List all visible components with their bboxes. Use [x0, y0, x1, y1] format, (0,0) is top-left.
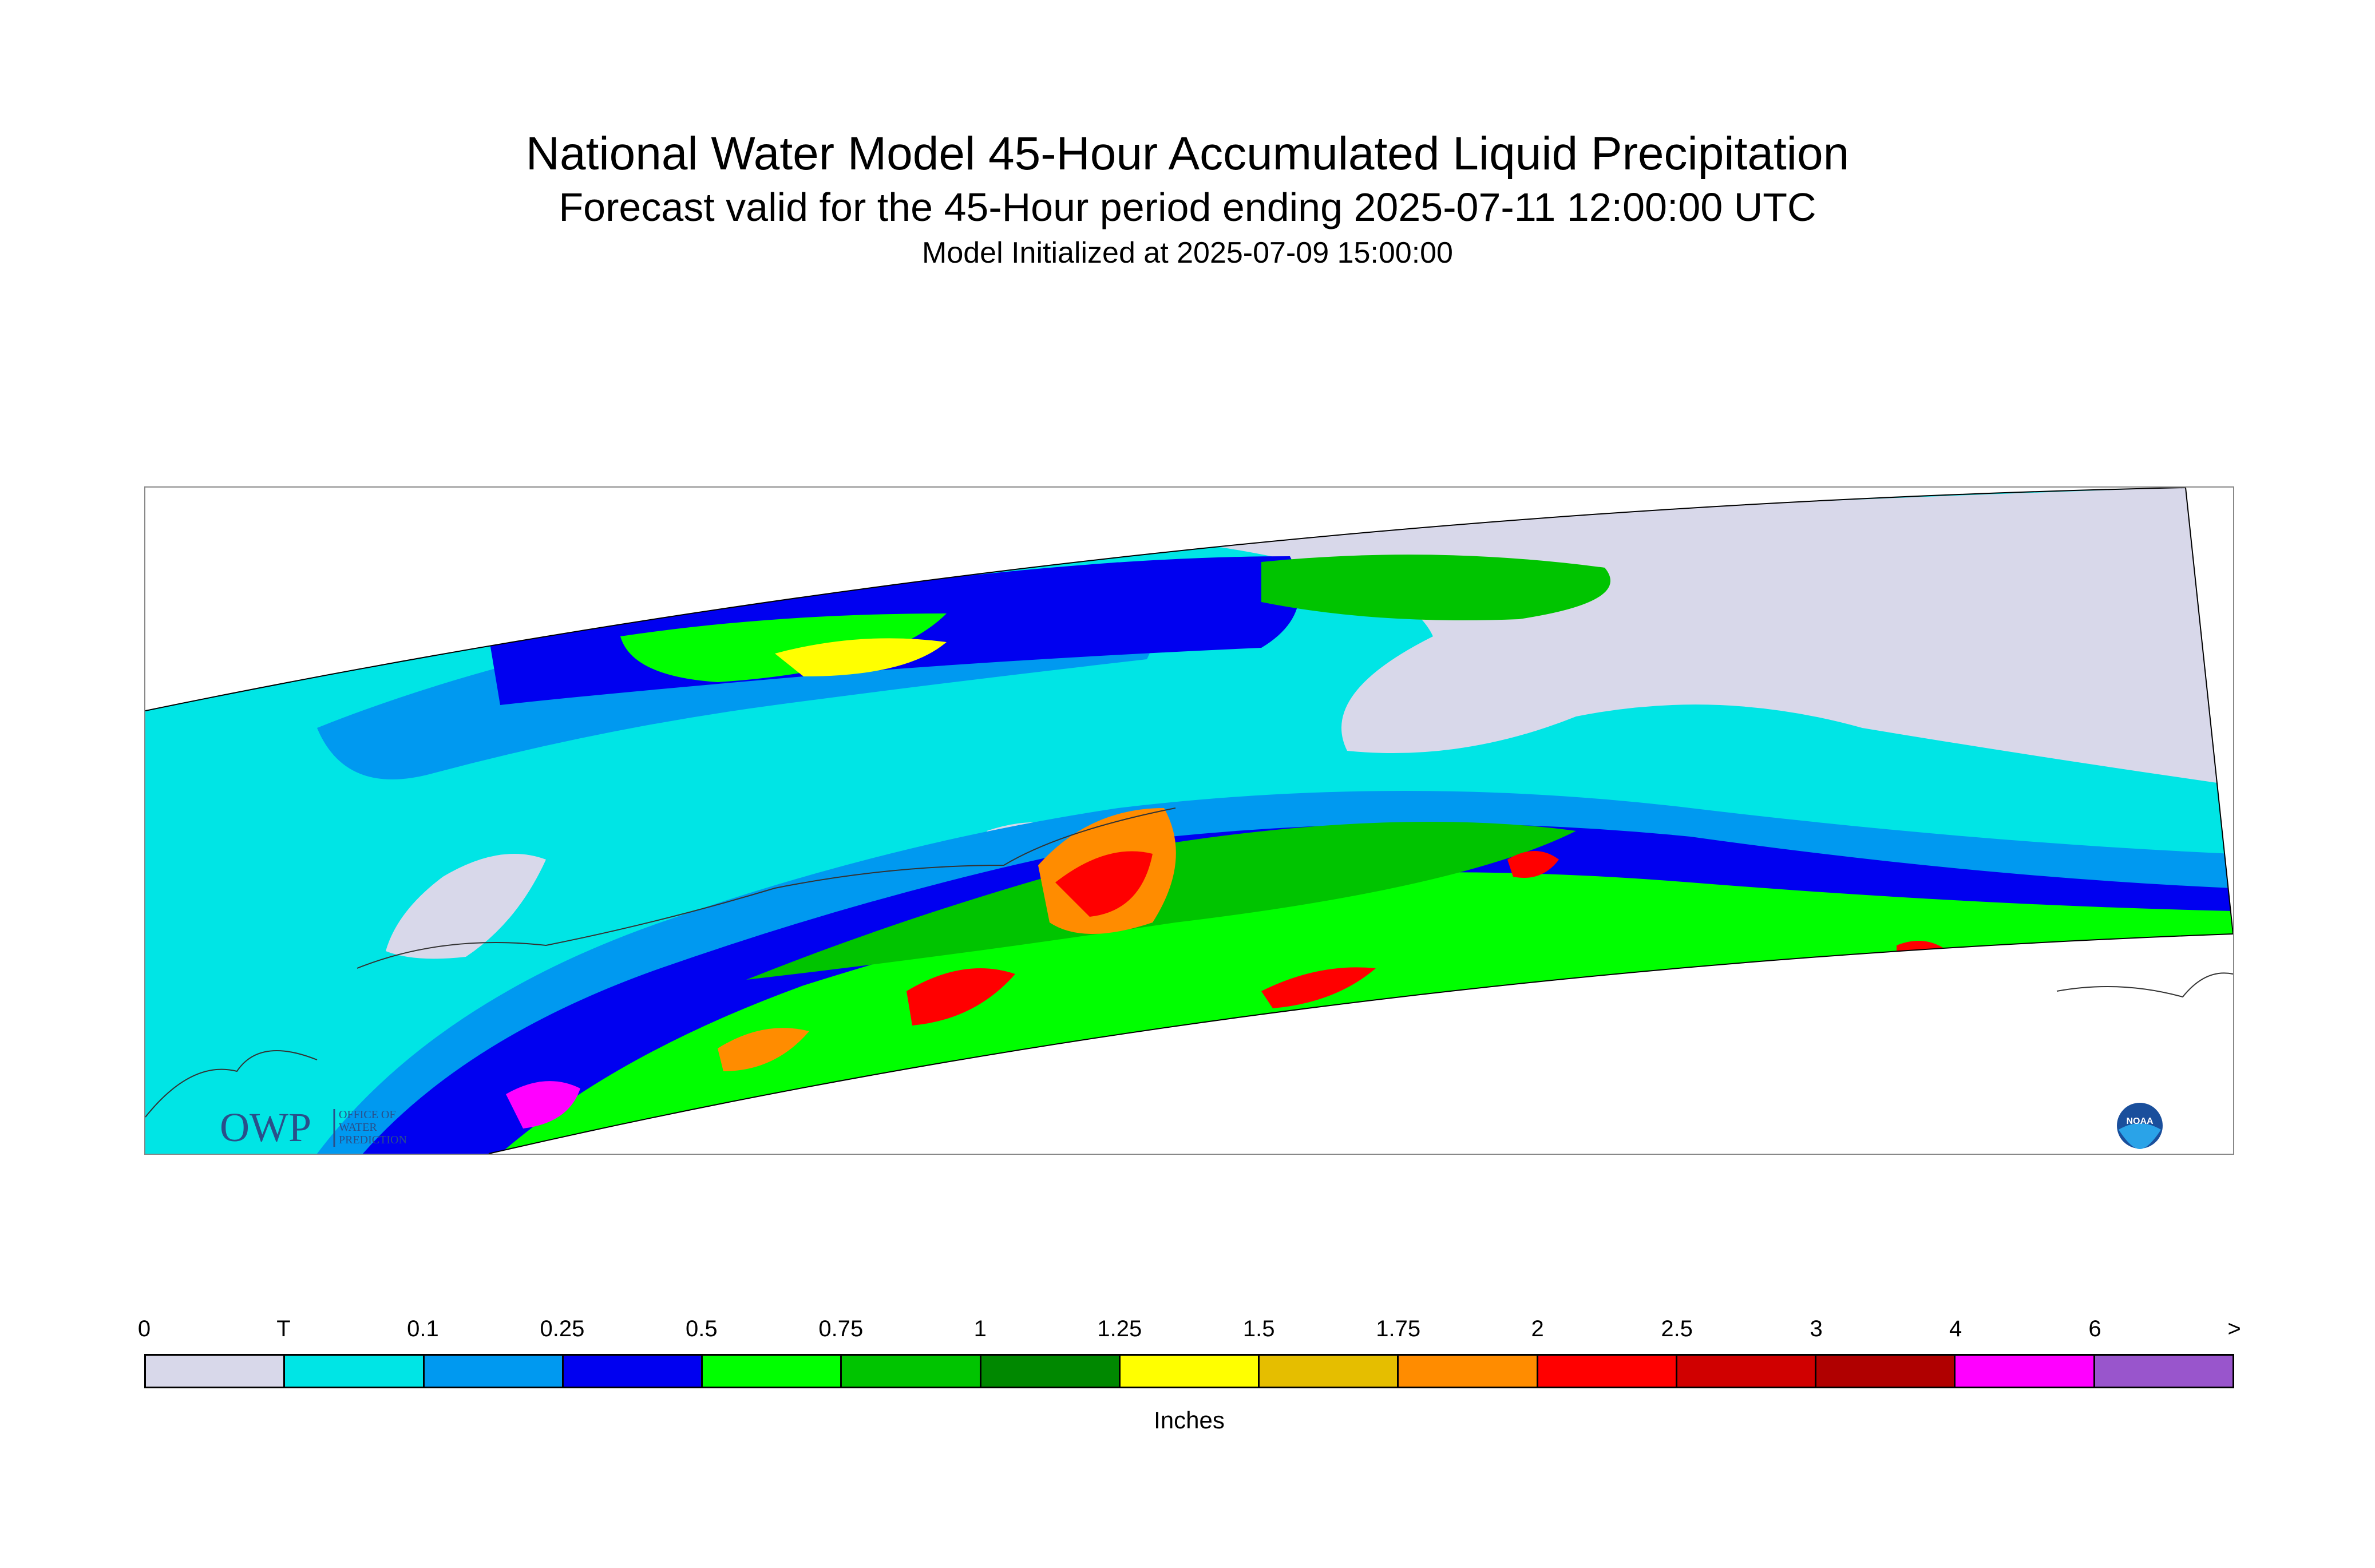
- legend-swatch: [842, 1356, 981, 1387]
- legend-swatch: [424, 1356, 564, 1387]
- owp-acronym: OWP: [220, 1106, 311, 1150]
- model-initialized-label: Model Initialized at 2025-07-09 15:00:00: [922, 236, 1453, 270]
- legend-tick-label: 2.5: [1661, 1316, 1693, 1341]
- precip-core: [1055, 851, 1153, 917]
- forecast-domain: [145, 488, 2233, 1154]
- legend-tick-label: 4: [1949, 1316, 1962, 1341]
- precipitation-field: [145, 488, 2233, 1154]
- legend-colorbar: [144, 1354, 2234, 1388]
- legend-swatch: [1538, 1356, 1677, 1387]
- legend-swatch: [563, 1356, 703, 1387]
- legend-units-label: Inches: [1154, 1407, 1225, 1434]
- owp-logo: OWP OFFICE OF WATER PREDICTION: [220, 1106, 407, 1150]
- color-legend: 0 T 0.1 0.25 0.5 0.75 1 1.25 1.5 1.75 2 2.5 3 4 6 > Inc…: [138, 1316, 2241, 1442]
- coastline: [357, 807, 1176, 969]
- legend-tick-label: 0: [137, 1316, 151, 1341]
- legend-tick-label: 1.5: [1242, 1316, 1275, 1341]
- legend-swatch: [1677, 1356, 1817, 1387]
- legend-tick-label: 0.1: [407, 1316, 439, 1341]
- noaa-logo: NOAA: [2115, 1100, 2165, 1151]
- owp-name-line: PREDICTION: [339, 1134, 407, 1146]
- legend-tick-label: 1.25: [1097, 1316, 1142, 1341]
- precip-core: [775, 638, 947, 676]
- legend-tick-label: T: [276, 1316, 291, 1341]
- precip-core: [506, 1081, 580, 1129]
- legend-tick-label: >: [2227, 1316, 2241, 1341]
- owp-name-line: WATER: [339, 1121, 377, 1134]
- legend-tick-label: 2: [1531, 1316, 1544, 1341]
- legend-tick-label: 3: [1810, 1316, 1823, 1341]
- precip-core: [718, 1028, 809, 1071]
- legend-swatch: [1956, 1356, 2095, 1387]
- precipitation-map: OWP OFFICE OF WATER PREDICTION NOAA: [144, 486, 2234, 1155]
- domain-outline: [145, 488, 2233, 1154]
- legend-tick-label: 0.5: [686, 1316, 718, 1341]
- precip-core: [1507, 851, 1559, 878]
- legend-tick-label: 0.75: [818, 1316, 864, 1341]
- precip-band: [1261, 555, 1610, 620]
- coastline: [145, 1050, 318, 1118]
- precip-core: [907, 968, 1015, 1025]
- legend-swatch: [703, 1356, 842, 1387]
- legend-tick-label: 1.75: [1376, 1316, 1421, 1341]
- legend-tick-label: 1: [973, 1316, 987, 1341]
- legend-swatch: [146, 1356, 286, 1387]
- legend-swatch: [1816, 1356, 1956, 1387]
- legend-tick-label: 0.25: [540, 1316, 585, 1341]
- owp-name-line: OFFICE OF: [339, 1108, 395, 1121]
- precip-band: [620, 613, 947, 682]
- legend-swatch: [2095, 1356, 2232, 1387]
- legend-tick-label: 6: [2088, 1316, 2101, 1341]
- zero-precip-area: [386, 854, 546, 959]
- precip-core: [1261, 967, 1376, 1008]
- legend-swatch: [1260, 1356, 1399, 1387]
- legend-swatch: [1120, 1356, 1260, 1387]
- legend-swatch: [981, 1356, 1121, 1387]
- noaa-emblem-wave: [2119, 1123, 2161, 1149]
- precip-band: [489, 872, 2233, 1154]
- map-title: National Water Model 45-Hour Accumulated…: [525, 128, 1850, 180]
- map-subtitle: Forecast valid for the 45-Hour period en…: [559, 185, 1816, 229]
- legend-swatch: [285, 1356, 425, 1387]
- coastline: [2056, 972, 2233, 998]
- noaa-emblem-text: NOAA: [2126, 1116, 2154, 1126]
- legend-swatch: [1399, 1356, 1538, 1387]
